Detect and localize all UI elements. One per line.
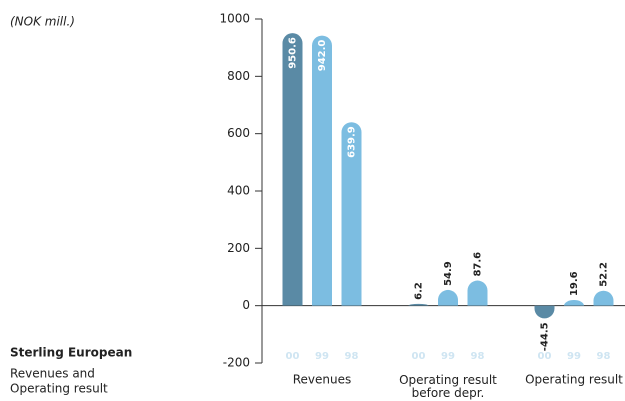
- y-tick-label: -200: [223, 356, 250, 370]
- series-label: 98: [471, 351, 485, 362]
- x-tick-label: Operating result: [525, 373, 623, 387]
- bar: [282, 33, 303, 306]
- value-label: 942.0: [317, 40, 328, 72]
- bar: [593, 290, 614, 306]
- value-label: 950.6: [288, 37, 299, 69]
- bar: [341, 122, 362, 306]
- y-tick-label: 1000: [219, 12, 250, 26]
- unit-label: (NOK mill.): [10, 15, 75, 29]
- subtitle: Operating result: [10, 382, 108, 396]
- bar: [438, 289, 458, 306]
- series-label: 00: [412, 351, 426, 362]
- y-tick-label: 0: [242, 298, 250, 312]
- y-tick-label: 800: [227, 69, 250, 83]
- chart-title: Sterling European: [10, 346, 132, 360]
- series-label: 00: [538, 351, 552, 362]
- subtitle: Revenues and: [10, 367, 95, 381]
- y-tick-label: 200: [227, 241, 250, 255]
- value-label: 639.9: [347, 126, 358, 158]
- y-tick-label: 600: [227, 126, 250, 140]
- value-label: 52.2: [599, 262, 610, 287]
- bar: [312, 35, 332, 306]
- bar: [534, 305, 555, 319]
- series-label: 99: [315, 351, 329, 362]
- bar: [408, 303, 429, 306]
- y-tick-label: 400: [227, 184, 250, 198]
- bar: [467, 280, 488, 306]
- series-label: 98: [597, 351, 611, 362]
- value-label: 6.2: [414, 282, 425, 300]
- series-label: 99: [567, 351, 581, 362]
- series-label: 98: [345, 351, 359, 362]
- value-label: 54.9: [443, 261, 454, 286]
- x-tick-label: Revenues: [293, 373, 352, 387]
- bar: [564, 300, 584, 306]
- value-label: 19.6: [569, 271, 580, 296]
- value-label: 87.6: [473, 252, 484, 277]
- x-tick-label: Operating result before depr.: [399, 373, 497, 400]
- series-label: 99: [441, 351, 455, 362]
- series-label: 00: [286, 351, 300, 362]
- value-label: -44.5: [540, 322, 551, 351]
